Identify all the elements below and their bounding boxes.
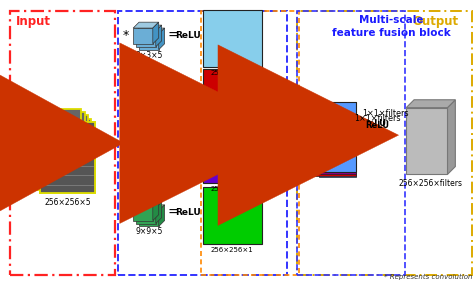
Text: 3×3×5: 3×3×5 xyxy=(135,51,163,60)
Text: 9×9×5: 9×9×5 xyxy=(135,227,163,237)
Text: 256×256×5: 256×256×5 xyxy=(44,198,91,207)
Polygon shape xyxy=(139,211,159,227)
Polygon shape xyxy=(153,22,159,44)
Bar xyxy=(307,102,356,172)
Polygon shape xyxy=(156,141,162,163)
Polygon shape xyxy=(153,138,159,160)
Polygon shape xyxy=(136,90,156,106)
Text: *: * xyxy=(122,206,128,219)
Text: Multi-scale
feature fusion block: Multi-scale feature fusion block xyxy=(332,15,451,38)
Text: 5×5×5: 5×5×5 xyxy=(135,110,163,119)
Bar xyxy=(118,11,287,275)
Polygon shape xyxy=(156,202,162,223)
Polygon shape xyxy=(136,208,156,223)
Bar xyxy=(315,102,356,176)
Bar xyxy=(40,122,95,193)
Polygon shape xyxy=(133,144,153,160)
Polygon shape xyxy=(159,144,164,166)
Bar xyxy=(203,126,262,183)
Polygon shape xyxy=(136,31,156,47)
Polygon shape xyxy=(156,25,162,47)
Polygon shape xyxy=(139,93,159,109)
Text: 256×256×filters: 256×256×filters xyxy=(399,179,463,188)
Polygon shape xyxy=(133,205,153,221)
Polygon shape xyxy=(133,87,153,103)
Text: Output: Output xyxy=(413,15,459,28)
Text: Input: Input xyxy=(16,15,51,28)
Bar xyxy=(406,108,447,174)
Polygon shape xyxy=(136,141,162,147)
Text: *: * xyxy=(122,29,128,42)
Text: *: * xyxy=(122,88,128,101)
Text: *: * xyxy=(122,145,128,158)
Bar xyxy=(203,187,262,244)
Polygon shape xyxy=(136,202,162,208)
Bar xyxy=(201,11,299,275)
Bar xyxy=(203,69,262,126)
Bar xyxy=(311,102,356,174)
Polygon shape xyxy=(159,205,164,227)
Text: 7×7×5: 7×7×5 xyxy=(135,166,163,176)
Text: * Represents convolution: * Represents convolution xyxy=(383,273,472,280)
Polygon shape xyxy=(159,28,164,50)
Text: ReLU: ReLU xyxy=(366,121,390,130)
Text: ReLU: ReLU xyxy=(175,147,201,156)
Text: concatenate: concatenate xyxy=(256,109,313,117)
Text: ReLU: ReLU xyxy=(175,31,201,40)
Polygon shape xyxy=(133,138,159,144)
Text: =: = xyxy=(168,88,179,102)
Text: 256×256×1: 256×256×1 xyxy=(211,186,254,192)
Bar xyxy=(10,11,116,275)
Bar xyxy=(307,102,356,172)
Polygon shape xyxy=(139,150,159,166)
Polygon shape xyxy=(133,81,159,87)
Polygon shape xyxy=(133,199,159,205)
Bar xyxy=(319,102,356,177)
Bar xyxy=(297,11,472,275)
Polygon shape xyxy=(139,87,164,93)
Text: ReLU: ReLU xyxy=(362,119,386,128)
Polygon shape xyxy=(133,28,153,44)
Polygon shape xyxy=(139,34,159,50)
Polygon shape xyxy=(156,84,162,106)
Polygon shape xyxy=(159,87,164,109)
Bar xyxy=(297,11,405,275)
Bar xyxy=(40,122,95,193)
Text: 256×256×1: 256×256×1 xyxy=(211,70,254,76)
Text: ReLU: ReLU xyxy=(175,208,201,217)
Bar xyxy=(29,112,84,183)
Polygon shape xyxy=(139,144,164,150)
Polygon shape xyxy=(153,81,159,103)
Text: 1×1×filters: 1×1×filters xyxy=(362,109,409,118)
Bar xyxy=(203,10,262,67)
Text: =: = xyxy=(168,206,179,220)
Polygon shape xyxy=(133,22,159,28)
Polygon shape xyxy=(136,25,162,31)
Bar xyxy=(36,119,91,190)
Text: =: = xyxy=(168,145,179,159)
Polygon shape xyxy=(447,100,456,174)
Polygon shape xyxy=(153,199,159,221)
Polygon shape xyxy=(136,84,162,90)
Bar xyxy=(33,115,88,186)
Polygon shape xyxy=(406,100,456,108)
Text: =: = xyxy=(168,29,179,43)
Text: 256×256×1: 256×256×1 xyxy=(211,247,254,253)
Polygon shape xyxy=(139,28,164,34)
Text: 256×256×1: 256×256×1 xyxy=(211,129,254,135)
Text: ReLU: ReLU xyxy=(175,90,201,99)
Text: 1×1×filters: 1×1×filters xyxy=(355,114,401,123)
Bar xyxy=(26,109,81,179)
Polygon shape xyxy=(139,205,164,211)
Polygon shape xyxy=(136,147,156,163)
